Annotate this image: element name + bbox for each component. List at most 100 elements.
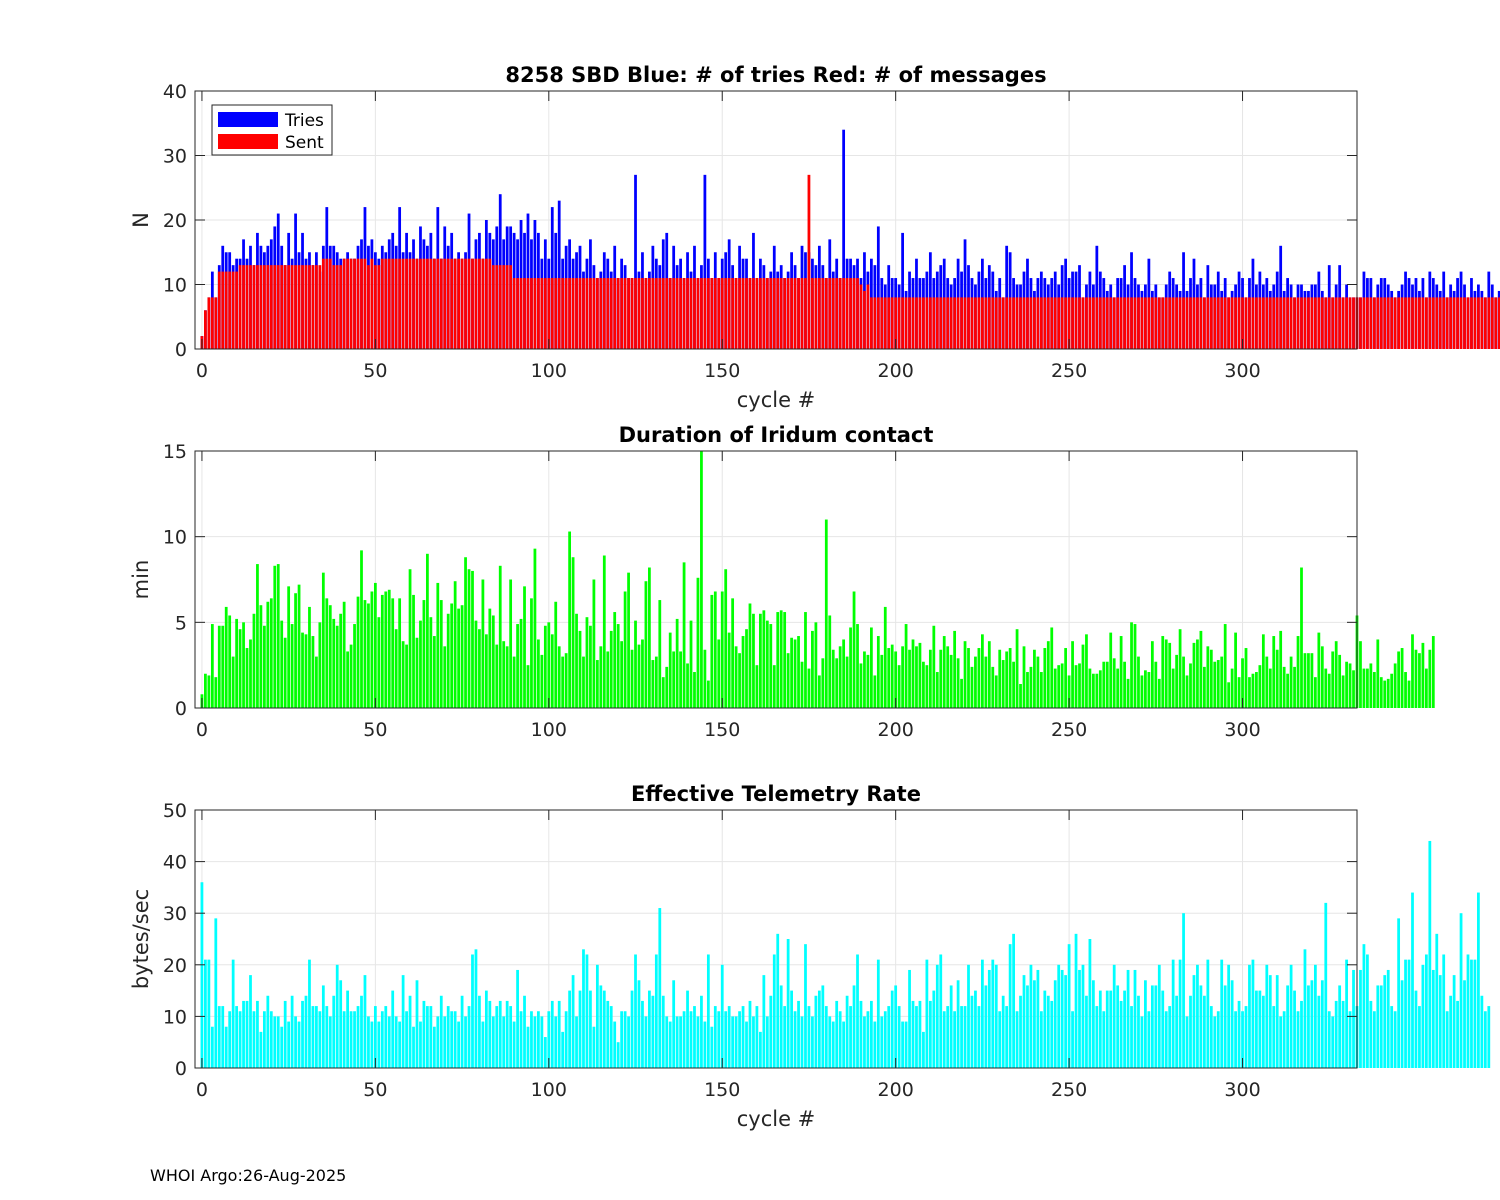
bar-sent bbox=[790, 278, 793, 349]
bar-rate bbox=[1015, 1011, 1019, 1068]
bar-rate bbox=[1091, 980, 1095, 1068]
bar-rate bbox=[221, 1006, 225, 1068]
bar-duration bbox=[328, 605, 332, 708]
bar-rate bbox=[235, 1006, 239, 1068]
bar-duration bbox=[807, 668, 811, 708]
bar-duration bbox=[1196, 639, 1199, 708]
bar-rate bbox=[1209, 1006, 1213, 1068]
legend-label-tries: Tries bbox=[284, 111, 324, 131]
bar-rate bbox=[637, 980, 641, 1068]
bar-sent bbox=[505, 265, 509, 349]
bar-rate bbox=[1227, 964, 1231, 1068]
bar-duration bbox=[589, 625, 592, 708]
bar-rate bbox=[1279, 1016, 1283, 1068]
bar-rate bbox=[1116, 985, 1120, 1068]
bar-sent bbox=[471, 258, 474, 349]
bar-rate bbox=[1338, 985, 1342, 1068]
bar-rate bbox=[575, 1016, 578, 1068]
bar-duration bbox=[1202, 666, 1206, 708]
bar-duration bbox=[294, 593, 297, 708]
bar-sent bbox=[762, 278, 766, 349]
bar-rate bbox=[502, 1016, 506, 1068]
y-tick-label: 20 bbox=[163, 955, 187, 977]
bar-sent bbox=[564, 278, 568, 349]
bar-rate bbox=[644, 1016, 648, 1068]
bar-sent bbox=[516, 278, 519, 349]
bar-sent bbox=[252, 265, 256, 349]
bar-duration bbox=[1227, 682, 1231, 708]
bar-duration bbox=[939, 649, 943, 708]
bar-duration bbox=[332, 618, 336, 708]
bar-duration bbox=[498, 565, 502, 708]
bar-duration bbox=[360, 550, 363, 708]
bar-rate bbox=[1393, 1011, 1397, 1068]
bar-sent bbox=[1331, 297, 1335, 349]
bar-sent bbox=[1171, 297, 1175, 349]
bar-duration bbox=[953, 630, 957, 708]
bar-rate bbox=[249, 975, 252, 1068]
bar-rate bbox=[1053, 980, 1057, 1068]
bar-duration bbox=[838, 646, 842, 708]
bar-sent bbox=[894, 297, 898, 349]
bar-sent bbox=[675, 278, 679, 349]
bar-duration bbox=[1241, 658, 1244, 708]
bar-rate bbox=[242, 1000, 245, 1068]
bar-sent bbox=[491, 265, 495, 349]
bar-sent bbox=[1074, 297, 1078, 349]
bar-duration bbox=[1012, 661, 1015, 708]
bar-duration bbox=[599, 646, 603, 708]
bar-rate bbox=[651, 995, 655, 1068]
bar-rate bbox=[1421, 964, 1425, 1068]
bar-sent bbox=[1456, 297, 1459, 349]
bar-sent bbox=[887, 297, 891, 349]
bar-sent bbox=[863, 290, 866, 349]
bar-rate bbox=[346, 990, 349, 1068]
bar-rate bbox=[880, 1016, 884, 1068]
bar-sent bbox=[1317, 297, 1321, 349]
bar-sent bbox=[1071, 297, 1074, 349]
bar-sent bbox=[412, 258, 415, 349]
bar-sent bbox=[360, 258, 363, 349]
x-tick-label: 150 bbox=[704, 1079, 740, 1101]
bar-duration bbox=[1123, 661, 1126, 708]
bar-sent bbox=[856, 278, 859, 349]
bar-rate bbox=[807, 1006, 811, 1068]
bar-sent bbox=[550, 278, 554, 349]
bar-duration bbox=[301, 632, 304, 708]
bar-duration bbox=[1362, 668, 1366, 708]
bar-duration bbox=[443, 646, 447, 708]
bar-rate bbox=[717, 1011, 721, 1068]
bar-rate bbox=[696, 1016, 700, 1068]
bar-rate bbox=[863, 1016, 866, 1068]
bar-rate bbox=[571, 975, 575, 1068]
bar-duration bbox=[457, 608, 460, 708]
bar-rate bbox=[1313, 964, 1317, 1068]
bar-rate bbox=[1459, 913, 1463, 1068]
bar-sent bbox=[734, 278, 738, 349]
bar-duration bbox=[568, 531, 571, 708]
bar-duration bbox=[422, 600, 426, 708]
bar-duration bbox=[1431, 636, 1435, 708]
bar-tries bbox=[963, 239, 967, 349]
bar-sent bbox=[637, 278, 641, 349]
bar-rate bbox=[991, 959, 995, 1068]
x-tick-label: 200 bbox=[878, 719, 914, 741]
x-tick-label: 0 bbox=[196, 360, 208, 382]
bar-duration bbox=[1411, 634, 1414, 708]
bar-sent bbox=[1477, 297, 1480, 349]
bar-sent bbox=[537, 278, 540, 349]
bar-rate bbox=[987, 969, 991, 1068]
bar-sent bbox=[1424, 297, 1428, 349]
bar-sent bbox=[370, 258, 374, 349]
bar-sent bbox=[467, 258, 471, 349]
bar-duration bbox=[922, 661, 925, 708]
bar-duration bbox=[353, 624, 356, 708]
bar-duration bbox=[308, 606, 311, 708]
bar-rate bbox=[1359, 969, 1362, 1068]
bar-rate bbox=[842, 1021, 846, 1068]
bar-sent bbox=[1272, 297, 1276, 349]
bar-rate bbox=[821, 985, 825, 1068]
x-tick-label: 150 bbox=[704, 719, 740, 741]
bar-sent bbox=[1359, 297, 1362, 349]
bar-rate bbox=[276, 1016, 280, 1068]
